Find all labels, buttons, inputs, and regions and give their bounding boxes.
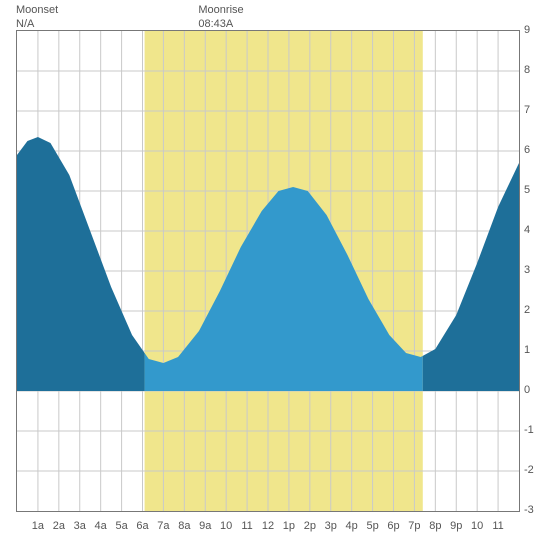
tide-chart: Moonset N/A Moonrise 08:43A 9876543210-1… bbox=[0, 0, 550, 550]
y-tick-label: -3 bbox=[524, 504, 548, 516]
tide-night-pm bbox=[423, 163, 519, 391]
x-tick-label: 11 bbox=[241, 520, 252, 532]
x-tick-label: 4p bbox=[346, 520, 358, 532]
x-tick-label: 3p bbox=[325, 520, 337, 532]
y-tick-label: 3 bbox=[524, 264, 548, 276]
y-tick-label: 6 bbox=[524, 144, 548, 156]
y-tick-label: 5 bbox=[524, 184, 548, 196]
x-tick-label: 11 bbox=[492, 520, 503, 532]
x-tick-label: 6a bbox=[136, 520, 148, 532]
x-tick-label: 8p bbox=[429, 520, 441, 532]
x-tick-label: 8a bbox=[178, 520, 190, 532]
moonrise-label: Moonrise bbox=[198, 4, 243, 18]
x-tick-label: 10 bbox=[471, 520, 483, 532]
tide-night-am bbox=[17, 137, 145, 391]
x-tick-label: 5p bbox=[366, 520, 378, 532]
y-tick-label: 9 bbox=[524, 24, 548, 36]
y-tick-label: -1 bbox=[524, 424, 548, 436]
x-tick-label: 7a bbox=[157, 520, 169, 532]
x-tick-label: 1p bbox=[283, 520, 295, 532]
y-tick-label: 4 bbox=[524, 224, 548, 236]
moonrise-header: Moonrise 08:43A bbox=[198, 4, 243, 32]
moonset-header: Moonset N/A bbox=[16, 4, 58, 32]
x-tick-label: 10 bbox=[220, 520, 232, 532]
y-tick-label: -2 bbox=[524, 464, 548, 476]
x-tick-label: 7p bbox=[408, 520, 420, 532]
plot-area bbox=[16, 30, 520, 512]
x-tick-label: 9p bbox=[450, 520, 462, 532]
y-tick-label: 0 bbox=[524, 384, 548, 396]
y-tick-label: 2 bbox=[524, 304, 548, 316]
y-tick-label: 1 bbox=[524, 344, 548, 356]
y-tick-label: 8 bbox=[524, 64, 548, 76]
y-tick-label: 7 bbox=[524, 104, 548, 116]
x-tick-label: 4a bbox=[95, 520, 107, 532]
x-tick-label: 1a bbox=[32, 520, 44, 532]
x-tick-label: 2p bbox=[304, 520, 316, 532]
x-tick-label: 12 bbox=[262, 520, 274, 532]
x-tick-label: 2a bbox=[53, 520, 65, 532]
x-tick-label: 3a bbox=[74, 520, 86, 532]
plot-svg bbox=[17, 31, 519, 511]
x-tick-label: 5a bbox=[115, 520, 127, 532]
moonset-label: Moonset bbox=[16, 4, 58, 18]
x-tick-label: 9a bbox=[199, 520, 211, 532]
x-tick-label: 6p bbox=[387, 520, 399, 532]
